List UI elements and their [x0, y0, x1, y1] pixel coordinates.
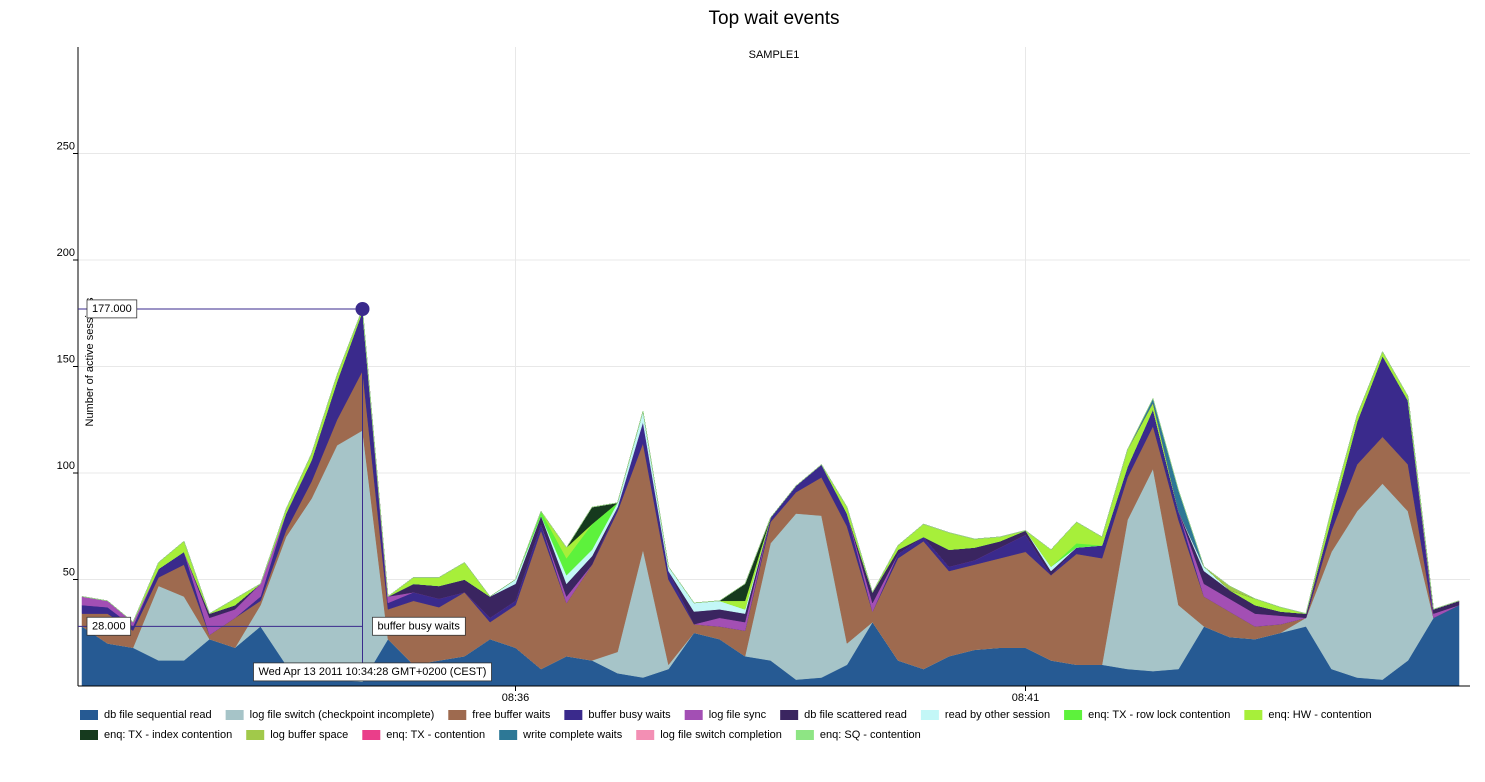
- legend-swatch: [920, 710, 939, 720]
- tooltip-box: [86, 299, 138, 319]
- tooltip-label: buffer busy waits: [378, 620, 461, 632]
- legend-label: enq: HW - contention: [1268, 709, 1371, 721]
- legend-swatch: [1064, 710, 1083, 720]
- legend-swatch: [499, 730, 518, 740]
- legend-label: log file sync: [709, 709, 767, 721]
- tooltip-label: Wed Apr 13 2011 10:34:28 GMT+0200 (CEST): [259, 666, 487, 678]
- y-tick-label: 50: [63, 566, 75, 578]
- legend-label: read by other session: [945, 709, 1050, 721]
- tooltip-label: 177.000: [92, 303, 132, 315]
- legend-label: write complete waits: [522, 729, 623, 741]
- legend-swatch: [362, 730, 381, 740]
- legend-label: enq: TX - contention: [386, 729, 485, 741]
- legend-label: enq: TX - row lock contention: [1088, 709, 1230, 721]
- x-tick-label: 08:41: [1012, 692, 1040, 704]
- legend-label: log buffer space: [270, 729, 348, 741]
- y-tick-label: 150: [57, 353, 75, 365]
- y-axis-label: Number of active sessions: [84, 297, 96, 426]
- legend-swatch: [795, 730, 814, 740]
- tooltip-label: 28.000: [92, 620, 126, 632]
- y-tick-label: 200: [57, 247, 75, 259]
- tooltip-box: [86, 616, 132, 636]
- legend-swatch: [564, 710, 583, 720]
- chart-title: Top wait events: [709, 8, 840, 29]
- areas: [81, 308, 1460, 687]
- y-tick-label: 100: [57, 460, 75, 472]
- highlight-point: [355, 301, 370, 316]
- legend-swatch: [80, 710, 98, 720]
- legend-swatch: [225, 710, 244, 720]
- legend-swatch: [1244, 710, 1263, 720]
- legend-swatch: [448, 710, 467, 720]
- legend-label: log file switch completion: [660, 729, 782, 741]
- legend-label: log file switch (checkpoint incomplete): [250, 709, 435, 721]
- legend-label: free buffer waits: [472, 709, 551, 721]
- tooltip-box: [253, 662, 492, 682]
- legend-label: enq: SQ - contention: [820, 729, 921, 741]
- legend-swatch: [246, 730, 265, 740]
- chart-subtitle: SAMPLE1: [749, 49, 800, 61]
- legend-label: enq: TX - index contention: [104, 729, 232, 741]
- legend-swatch: [636, 730, 655, 740]
- x-tick-label: 08:36: [502, 692, 530, 704]
- legend-label: db file sequential read: [104, 709, 212, 721]
- legend-swatch: [684, 710, 703, 720]
- tooltip-box: [372, 616, 466, 636]
- legend-swatch: [780, 710, 799, 720]
- area: [81, 308, 1460, 623]
- legend-swatch: [80, 730, 98, 740]
- legend-label: db file scattered read: [804, 709, 907, 721]
- y-tick-label: 250: [57, 140, 75, 152]
- legend-label: buffer busy waits: [588, 709, 671, 721]
